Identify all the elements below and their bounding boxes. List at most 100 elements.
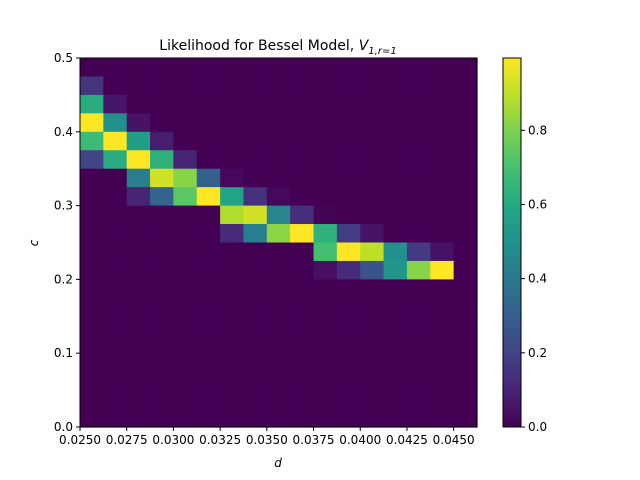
heatmap-cell [336,408,361,428]
heatmap-cell [430,94,455,114]
heatmap-cell [383,371,408,391]
heatmap-cell [173,334,198,354]
heatmap-cell [430,168,455,188]
heatmap-cell [383,113,408,133]
heatmap-cell [383,316,408,336]
heatmap-cell [196,316,221,336]
heatmap-cell [360,168,385,188]
heatmap-cell [103,150,128,170]
heatmap-cell [196,76,221,96]
heatmap-cell [150,297,175,317]
heatmap-cell [290,113,315,133]
heatmap-cell [243,371,268,391]
heatmap-cell [453,242,478,262]
heatmap-cell [150,76,175,96]
heatmap-cell [173,205,198,225]
heatmap-cell [266,390,291,410]
heatmap-cell [150,371,175,391]
heatmap-cell [336,279,361,299]
heatmap-cell [220,260,245,280]
heatmap-cell [360,76,385,96]
heatmap-cell [406,408,431,428]
heatmap-cell [126,131,151,151]
heatmap-cell [80,353,104,373]
heatmap-cell [313,390,338,410]
heatmap-cell [220,205,245,225]
heatmap-cell [406,113,431,133]
heatmap-cell [266,408,291,428]
heatmap-cell [336,353,361,373]
heatmap-cell [220,353,245,373]
heatmap-cell [453,390,478,410]
heatmap-cell [453,408,478,428]
heatmap-cell [220,316,245,336]
heatmap-cell [430,353,455,373]
heatmap-cell [383,131,408,151]
heatmap-cell [313,187,338,207]
heatmap-cell [243,187,268,207]
heatmap-cell [196,408,221,428]
heatmap-cell [360,353,385,373]
heatmap-cell [266,150,291,170]
heatmap-cell [150,242,175,262]
heatmap-cell [406,76,431,96]
heatmap-cell [336,131,361,151]
x-tick-label: 0.0250 [59,433,101,447]
heatmap-cell [150,279,175,299]
heatmap-cell [406,390,431,410]
heatmap-cell [150,334,175,354]
heatmap-cell [266,334,291,354]
heatmap-cell [266,242,291,262]
heatmap-cell [173,224,198,244]
heatmap-cell [80,224,104,244]
y-axis-label: c [27,239,41,246]
heatmap-cell [383,205,408,225]
heatmap-cell [453,224,478,244]
heatmap-cell [313,297,338,317]
heatmap-cell [220,371,245,391]
heatmap-cell [313,260,338,280]
heatmap-cell [126,224,151,244]
heatmap-cell [243,205,268,225]
heatmap-cell [290,94,315,114]
heatmap-cell [430,113,455,133]
heatmap-cell [453,113,478,133]
heatmap-cell [360,94,385,114]
heatmap-cell [150,353,175,373]
heatmap-cell [103,297,128,317]
heatmap-cell [360,297,385,317]
heatmap-cell [360,131,385,151]
heatmap-cell [290,408,315,428]
heatmap-cell [430,242,455,262]
heatmap-cell [80,76,104,96]
heatmap-cell [313,113,338,133]
heatmap-cell [103,131,128,151]
heatmap-cell [220,297,245,317]
heatmap-cell [313,94,338,114]
heatmap-cell [220,76,245,96]
heatmap-cell [383,260,408,280]
heatmap-cell [103,353,128,373]
heatmap-cell [126,113,151,133]
heatmap-cell [196,168,221,188]
heatmap-cell [360,390,385,410]
heatmap-cell [453,316,478,336]
heatmap-cell [80,297,104,317]
heatmap-cell [406,131,431,151]
heatmap-cell [196,390,221,410]
heatmap-cell [290,150,315,170]
heatmap-cell [126,353,151,373]
heatmap-cell [220,187,245,207]
heatmap-cell [126,150,151,170]
heatmap-cell [196,131,221,151]
heatmap-cell [453,260,478,280]
heatmap-cell [336,334,361,354]
heatmap-cell [220,131,245,151]
heatmap-cell [80,187,104,207]
heatmap-cell [430,334,455,354]
heatmap-cell [336,76,361,96]
heatmap-cell [406,297,431,317]
heatmap-cell [150,316,175,336]
heatmap-cell [103,113,128,133]
colorbar-tick-label: 0.4 [528,272,547,286]
